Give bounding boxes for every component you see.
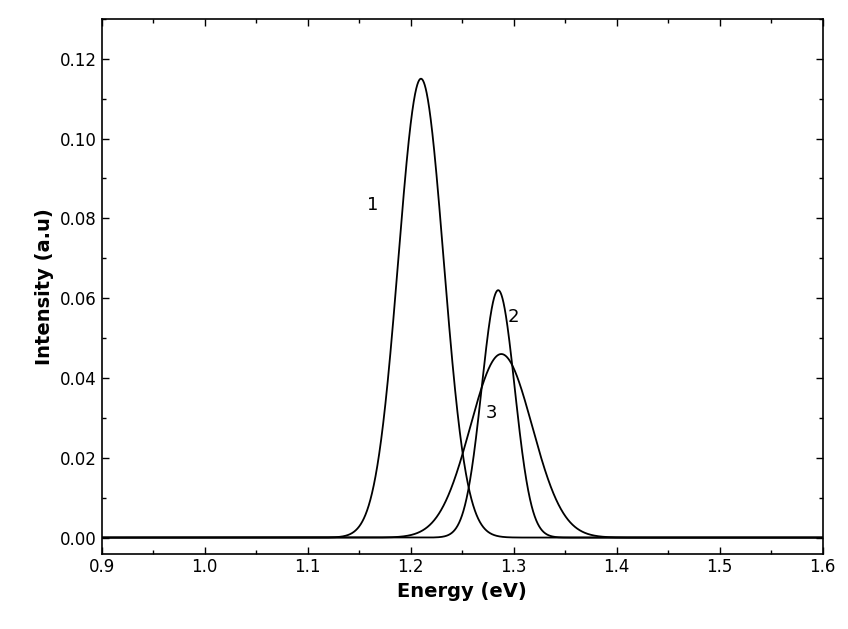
Text: 2: 2 — [508, 308, 519, 326]
X-axis label: Energy (eV): Energy (eV) — [397, 582, 527, 601]
Text: 3: 3 — [485, 404, 497, 422]
Text: 1: 1 — [367, 196, 378, 214]
Y-axis label: Intensity (a.u): Intensity (a.u) — [36, 208, 54, 365]
